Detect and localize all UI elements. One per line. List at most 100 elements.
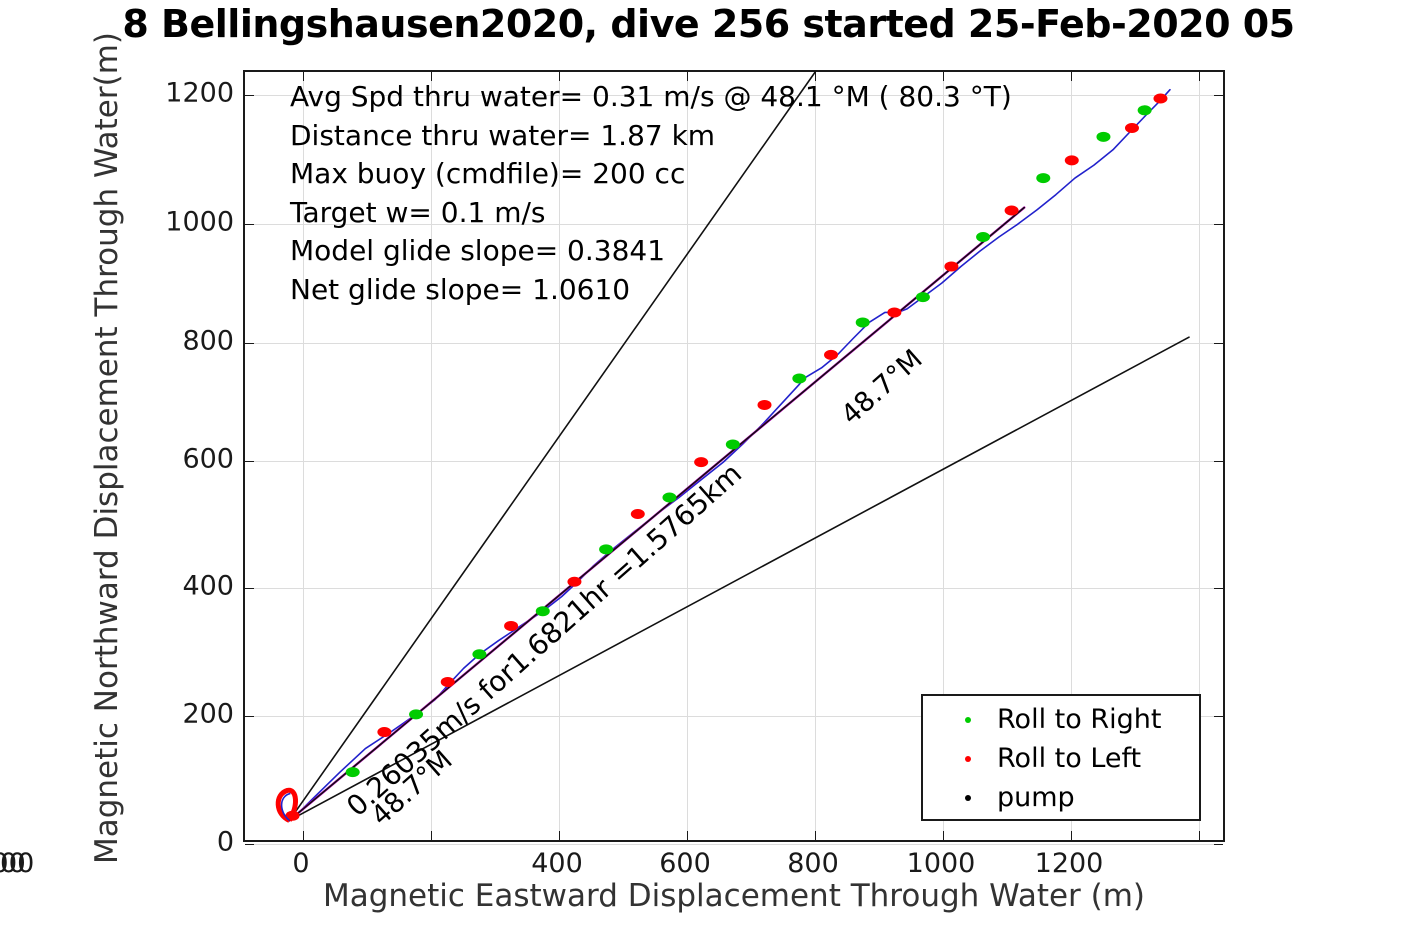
marker-roll-right: [409, 709, 424, 720]
annotation-line-avg-speed: Avg Spd thru water= 0.31 m/s @ 48.1 °M (…: [290, 80, 1012, 113]
legend-marker-icon: [939, 794, 997, 801]
series-track-through-water: [287, 88, 1171, 822]
x-axis-label: Magnetic Eastward Displacement Through W…: [322, 878, 1146, 914]
marker-roll-right: [535, 606, 550, 617]
y-tick-mark: [245, 844, 254, 845]
marker-roll-left: [1124, 122, 1139, 133]
legend-item-pump[interactable]: pump: [923, 778, 1199, 817]
gridline-vertical: [687, 72, 688, 840]
y-tick-mark: [245, 95, 254, 96]
x-tick-mark-top: [943, 72, 944, 81]
x-tick-mark-top: [1071, 72, 1072, 81]
black-dot-icon: [965, 794, 971, 801]
y-tick-label: 0: [216, 826, 234, 858]
marker-roll-left: [824, 349, 839, 360]
x-tick-label: 800: [787, 848, 839, 879]
series-model-glide-guide-upper: [288, 71, 816, 822]
gridline-horizontal: [245, 343, 1223, 344]
y-tick-label: 1000: [165, 206, 234, 238]
marker-roll-left: [1153, 93, 1168, 104]
x-tick-label: 400: [531, 848, 583, 879]
y-tick-mark: [245, 224, 254, 225]
marker-roll-left: [567, 576, 582, 587]
x-tick-mark-top: [687, 72, 688, 81]
legend-item-roll-to-right[interactable]: Roll to Right: [923, 700, 1199, 739]
origin-loop-track: [280, 792, 291, 822]
y-tick-label: 1200: [165, 77, 234, 109]
marker-roll-right: [599, 544, 614, 555]
y-tick-mark: [245, 343, 254, 344]
x-tick-mark: [943, 831, 944, 840]
annotation-line-net-slope: Net glide slope= 1.0610: [290, 272, 631, 306]
gridline-vertical: [431, 72, 432, 840]
marker-roll-right: [472, 649, 487, 660]
marker-roll-right: [915, 292, 930, 303]
y-tick-mark-right: [1214, 716, 1223, 717]
marker-roll-right: [1137, 105, 1152, 116]
legend: Roll to Right Roll to Left pump: [921, 694, 1201, 821]
y-tick-mark-right: [1214, 844, 1223, 845]
y-tick-mark-right: [1214, 95, 1223, 96]
x-tick-mark: [687, 831, 688, 840]
x-tick-label: 0: [292, 848, 310, 879]
x-tick-label: 1000: [906, 848, 976, 879]
marker-roll-left: [694, 457, 709, 468]
marker-roll-left: [887, 307, 902, 318]
legend-label: Roll to Right: [997, 703, 1162, 735]
legend-marker-icon: [939, 716, 997, 723]
y-tick-label: 800: [182, 325, 234, 357]
y-tick-label: 200: [182, 698, 234, 730]
x-tick-label: 600: [659, 848, 711, 879]
series-model-glide-guide-lower: [288, 336, 1190, 822]
gridline-horizontal: [245, 224, 1223, 225]
x-tick-mark: [431, 831, 432, 840]
marker-roll-right: [1036, 173, 1051, 184]
marker-roll-right: [1096, 131, 1111, 142]
origin-loop: [275, 787, 298, 823]
x-tick-mark-top: [1199, 72, 1200, 81]
gridline-vertical: [815, 72, 816, 840]
marker-roll-left: [757, 399, 772, 410]
y-tick-label: 400: [182, 570, 234, 602]
annotation-line-distance: Distance thru water= 1.87 km: [290, 118, 716, 152]
legend-item-roll-to-left[interactable]: Roll to Left: [923, 739, 1199, 778]
y-axis-label: Magnetic Northward Displacement Through …: [89, 31, 125, 865]
x-tick-mark: [559, 831, 560, 840]
x-tick-label: 200: [0, 848, 26, 879]
gridline-horizontal: [245, 588, 1223, 589]
y-tick-mark-right: [1214, 588, 1223, 589]
annotation-textbox: Avg Spd thru water= 0.31 m/s @ 48.1 °M (…: [290, 78, 1012, 309]
x-tick-mark: [1071, 831, 1072, 840]
chart-canvas: [275, 71, 1190, 823]
y-tick-mark-right: [1214, 461, 1223, 462]
y-tick-mark: [245, 588, 254, 589]
marker-roll-left: [1004, 205, 1019, 216]
x-tick-label: 1200: [1034, 848, 1104, 879]
marker-roll-left: [630, 508, 645, 519]
x-tick-label: 1400: [0, 848, 35, 879]
legend-label: Roll to Left: [997, 742, 1142, 774]
annotation-line-max-buoy: Max buoy (cmdfile)= 200 cc: [290, 157, 686, 190]
x-tick-mark-top: [303, 72, 304, 81]
marker-roll-right: [976, 232, 991, 243]
annotation-line-model-slope: Model glide slope= 0.3841: [290, 234, 666, 267]
legend-label: pump: [997, 781, 1075, 813]
green-dot-icon: [965, 716, 971, 723]
marker-roll-left: [944, 261, 959, 272]
y-tick-mark: [245, 716, 254, 717]
x-tick-mark-top: [815, 72, 816, 81]
x-tick-mark: [303, 831, 304, 840]
x-tick-mark: [815, 831, 816, 840]
y-tick-mark: [245, 461, 254, 462]
marker-roll-right: [725, 439, 740, 450]
marker-roll-right: [345, 767, 360, 778]
gridline-horizontal: [245, 461, 1223, 462]
legend-marker-icon: [939, 755, 997, 762]
marker-roll-left: [504, 620, 519, 631]
y-tick-mark-right: [1214, 224, 1223, 225]
gridline-horizontal: [245, 716, 1223, 717]
annotation-line-target-w: Target w= 0.1 m/s: [290, 195, 546, 229]
marker-roll-right: [792, 373, 807, 384]
y-tick-label: 600: [182, 443, 234, 475]
figure-title: 8 Bellingshausen2020, dive 256 started 2…: [0, 0, 1417, 50]
